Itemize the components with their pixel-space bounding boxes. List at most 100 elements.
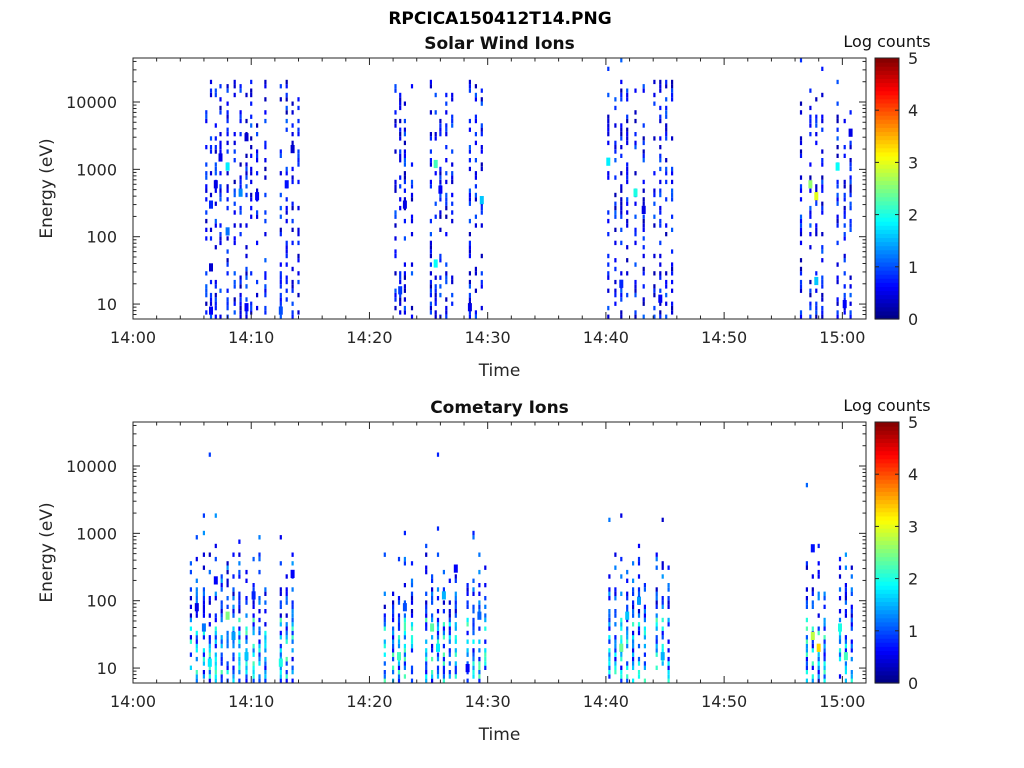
heatmap-cell: [399, 97, 402, 102]
heatmap-cell: [809, 245, 812, 250]
heatmap-cell: [445, 192, 448, 198]
heatmap-cell: [671, 92, 674, 98]
heatmap-cell: [653, 188, 656, 193]
heatmap-cell: [626, 197, 629, 202]
colorbar-tick-label: 2: [908, 206, 918, 225]
heatmap-cell: [671, 97, 674, 102]
heatmap-cell: [799, 197, 803, 202]
heatmap-cell: [397, 643, 401, 649]
heatmap-cell: [614, 227, 617, 232]
heatmap-cell: [451, 123, 454, 128]
colorbar-segment: [875, 450, 899, 456]
heatmap-cell: [410, 678, 414, 683]
colorbar-segment: [875, 519, 899, 525]
heatmap-cell: [480, 205, 483, 211]
heatmap-cell: [439, 175, 442, 180]
heatmap-cell: [205, 175, 208, 180]
heatmap-cell: [451, 97, 454, 102]
heatmap-cell: [480, 284, 483, 289]
heatmap-cell: [279, 613, 282, 618]
heatmap-cell: [642, 197, 645, 202]
heatmap-cell: [811, 674, 814, 679]
heatmap-cell: [214, 591, 217, 596]
heatmap-cell: [632, 643, 635, 649]
heatmap-cell: [844, 635, 847, 640]
heatmap-cell: [258, 678, 261, 683]
heatmap-cell: [439, 210, 442, 215]
heatmap-cell: [659, 218, 662, 224]
heatmap-cell: [468, 166, 471, 172]
heatmap-cell: [209, 88, 213, 93]
heatmap-cell: [397, 639, 401, 644]
heatmap-cell: [436, 670, 440, 675]
y-axis-label: Energy (eV): [37, 138, 57, 238]
colorbar-tick-label: 2: [908, 570, 918, 589]
heatmap-cell: [233, 210, 236, 215]
heatmap-cell: [823, 635, 826, 640]
heatmap-cell: [614, 622, 617, 627]
heatmap-cell: [659, 179, 662, 185]
heatmap-cell: [642, 188, 645, 193]
heatmap-cell: [279, 297, 282, 302]
heatmap-cell: [238, 656, 241, 662]
heatmap-cell: [279, 292, 282, 298]
heatmap-cell: [626, 201, 629, 206]
heatmap-cell: [484, 604, 487, 609]
heatmap-cell: [434, 136, 437, 141]
colorbar-segment: [875, 581, 899, 586]
heatmap-cell: [821, 232, 824, 237]
heatmap-cell: [836, 262, 839, 267]
heatmap-cell: [667, 600, 670, 605]
heatmap-cell: [239, 210, 242, 215]
heatmap-cell: [468, 127, 471, 132]
heatmap-cell: [608, 617, 611, 623]
x-tick-label: 14:30: [465, 692, 511, 711]
heatmap-cell: [849, 275, 852, 280]
heatmap-cell: [431, 600, 434, 605]
colorbar-segment: [875, 515, 899, 521]
heatmap-cell: [252, 648, 255, 653]
heatmap-cell: [220, 609, 223, 614]
heatmap-cell: [439, 192, 442, 198]
heatmap-cell: [448, 639, 451, 644]
colorbar-segment: [875, 102, 899, 108]
heatmap-cell: [643, 630, 646, 636]
heatmap-cell: [614, 596, 617, 601]
heatmap-cell: [245, 166, 248, 172]
heatmap-cell: [823, 648, 826, 653]
heatmap-cell: [285, 205, 288, 211]
heatmap-cell: [608, 656, 611, 662]
heatmap-cell: [425, 648, 428, 653]
heatmap-cell: [472, 665, 475, 670]
heatmap-cell: [838, 565, 842, 570]
heatmap-cell: [226, 118, 229, 124]
heatmap-cell: [434, 132, 437, 137]
heatmap-cell: [637, 609, 641, 614]
heatmap-cell: [250, 145, 253, 150]
heatmap-cell: [258, 569, 261, 575]
heatmap-cell: [836, 275, 839, 280]
heatmap-cell: [816, 643, 821, 652]
heatmap-cell: [442, 665, 445, 670]
heatmap-cell: [805, 587, 808, 592]
heatmap-cell: [233, 310, 236, 315]
heatmap-cell: [671, 88, 674, 93]
heatmap-cell: [817, 674, 820, 679]
heatmap-cell: [620, 556, 623, 562]
heatmap-cell: [614, 613, 617, 618]
heatmap-cell: [429, 179, 432, 185]
heatmap-cell: [383, 652, 386, 657]
heatmap-cell: [291, 630, 294, 636]
heatmap-cell: [667, 639, 670, 644]
heatmap-cell: [264, 643, 267, 649]
heatmap-cell: [442, 622, 445, 627]
heatmap-cell: [466, 652, 469, 657]
heatmap-cell: [436, 587, 440, 592]
heatmap-cell: [451, 218, 454, 224]
heatmap-cell: [815, 97, 818, 102]
heatmap-cell: [208, 452, 211, 457]
heatmap-cell: [661, 604, 664, 609]
heatmap-cell: [403, 171, 406, 176]
heatmap-cell: [661, 648, 664, 653]
heatmap-cell: [484, 617, 487, 623]
